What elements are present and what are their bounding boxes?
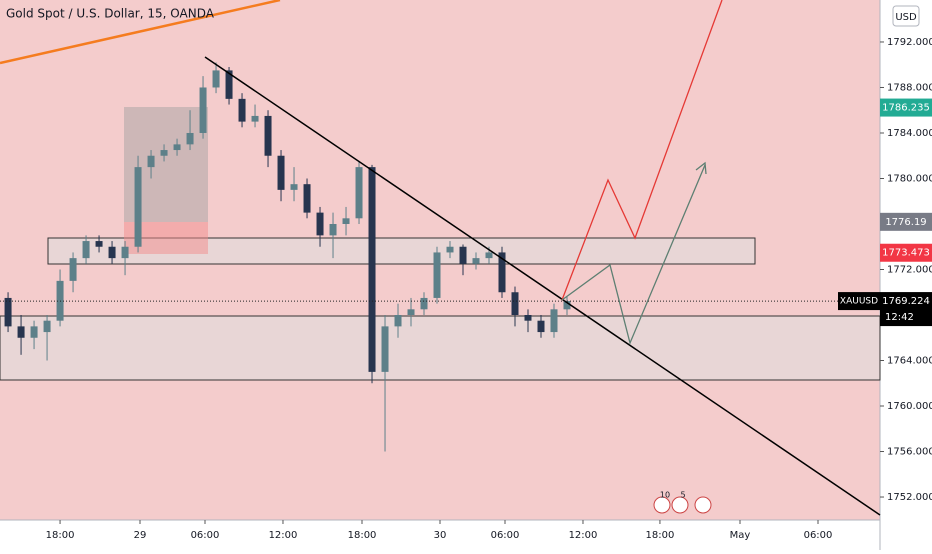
candle-body	[316, 212, 324, 236]
candle-body	[433, 252, 441, 298]
candle-body	[30, 326, 38, 338]
currency: USD	[895, 12, 917, 23]
candle-body	[225, 70, 233, 99]
last-price-tag	[880, 292, 932, 327]
candle-body	[407, 309, 415, 316]
candle-body	[342, 218, 350, 224]
last-price-label: 1769.224	[882, 296, 930, 307]
y-tick-label: 1788.000	[887, 82, 932, 93]
candle-body	[550, 309, 558, 333]
x-tick-label: 12:00	[569, 530, 598, 541]
x-tick-label: 06:00	[191, 530, 220, 541]
candle-body	[459, 246, 467, 264]
countdown: 12:42	[885, 312, 914, 323]
symbol-label: XAUUSD	[840, 297, 878, 307]
x-tick-label: 18:00	[646, 530, 675, 541]
candle-body	[524, 315, 532, 321]
x-tick-label: 29	[134, 530, 147, 541]
event-icons: 10 5	[653, 491, 712, 514]
candle-body	[121, 246, 129, 259]
y-tick-label: 1760.000	[887, 401, 932, 412]
currency-box	[892, 5, 920, 27]
candle-body	[199, 87, 207, 133]
candle-body	[329, 223, 337, 236]
candle-body	[264, 115, 272, 156]
event-icon	[653, 496, 671, 514]
trend-line	[204, 56, 881, 516]
candle-body	[511, 292, 519, 316]
candle-body	[420, 297, 428, 310]
y-tick-label: 1756.000	[887, 447, 932, 458]
candle-body	[108, 246, 116, 259]
price-tag	[880, 98, 932, 117]
y-tick-label: 1780.000	[887, 173, 932, 184]
x-tick-label: 18:00	[46, 530, 75, 541]
y-tick-label: 1764.000	[887, 356, 932, 367]
candle-body	[498, 252, 506, 293]
candle-body	[134, 167, 142, 247]
event-count: 5	[680, 491, 685, 500]
candle-body	[69, 258, 77, 281]
projection-green	[561, 164, 706, 346]
candle-body	[186, 132, 194, 145]
candle-body	[173, 144, 181, 151]
candle-body	[563, 301, 571, 310]
candle-body	[355, 167, 363, 219]
y-tick-label: 1784.000	[887, 128, 932, 139]
x-tick-label: 12:00	[269, 530, 298, 541]
event-icon	[694, 496, 712, 514]
candle-body	[4, 297, 12, 327]
candle-body	[17, 326, 25, 338]
candle-body	[290, 184, 298, 190]
x-tick-label: 30	[434, 530, 447, 541]
price-tag-label: 1786.235	[882, 103, 930, 114]
zone-box	[0, 315, 881, 381]
price-tag-label: 1776.19	[885, 217, 926, 228]
event-count: 10	[660, 491, 670, 500]
candle-body	[277, 155, 285, 190]
trend-line-orange	[0, 0, 281, 65]
x-tick-label: May	[730, 530, 751, 541]
candle-body	[238, 98, 246, 122]
candle-body	[147, 155, 155, 168]
x-tick-label: 06:00	[804, 530, 833, 541]
candle-body	[95, 241, 103, 247]
symbol-tag	[838, 292, 880, 311]
candle-body	[212, 70, 220, 88]
x-tick-label: 06:00	[491, 530, 520, 541]
candle-body	[485, 252, 493, 259]
y-tick-label: 1752.000	[887, 492, 932, 503]
candle-body	[251, 115, 259, 122]
x-tick-label: 18:00	[348, 530, 377, 541]
price-tag	[880, 243, 932, 262]
candle-body	[368, 167, 376, 372]
price-tag-label: 1773.473	[882, 248, 930, 259]
candle-body	[394, 315, 402, 327]
y-tick-label: 1772.000	[887, 264, 932, 275]
event-icon	[671, 496, 689, 514]
candle-body	[381, 326, 389, 372]
candle-body	[446, 246, 454, 253]
candle-body	[537, 320, 545, 333]
price-tag	[880, 212, 932, 231]
candle-body	[160, 150, 168, 156]
chart-title: Gold Spot / U.S. Dollar, 15, OANDA	[6, 7, 215, 21]
candle-body	[82, 241, 90, 259]
arrow-head	[695, 161, 707, 175]
candle-body	[303, 184, 311, 213]
candle-body	[43, 320, 51, 333]
projection-red	[561, 0, 723, 301]
y-tick-label: 1792.000	[887, 37, 932, 48]
candle-body	[472, 258, 480, 264]
